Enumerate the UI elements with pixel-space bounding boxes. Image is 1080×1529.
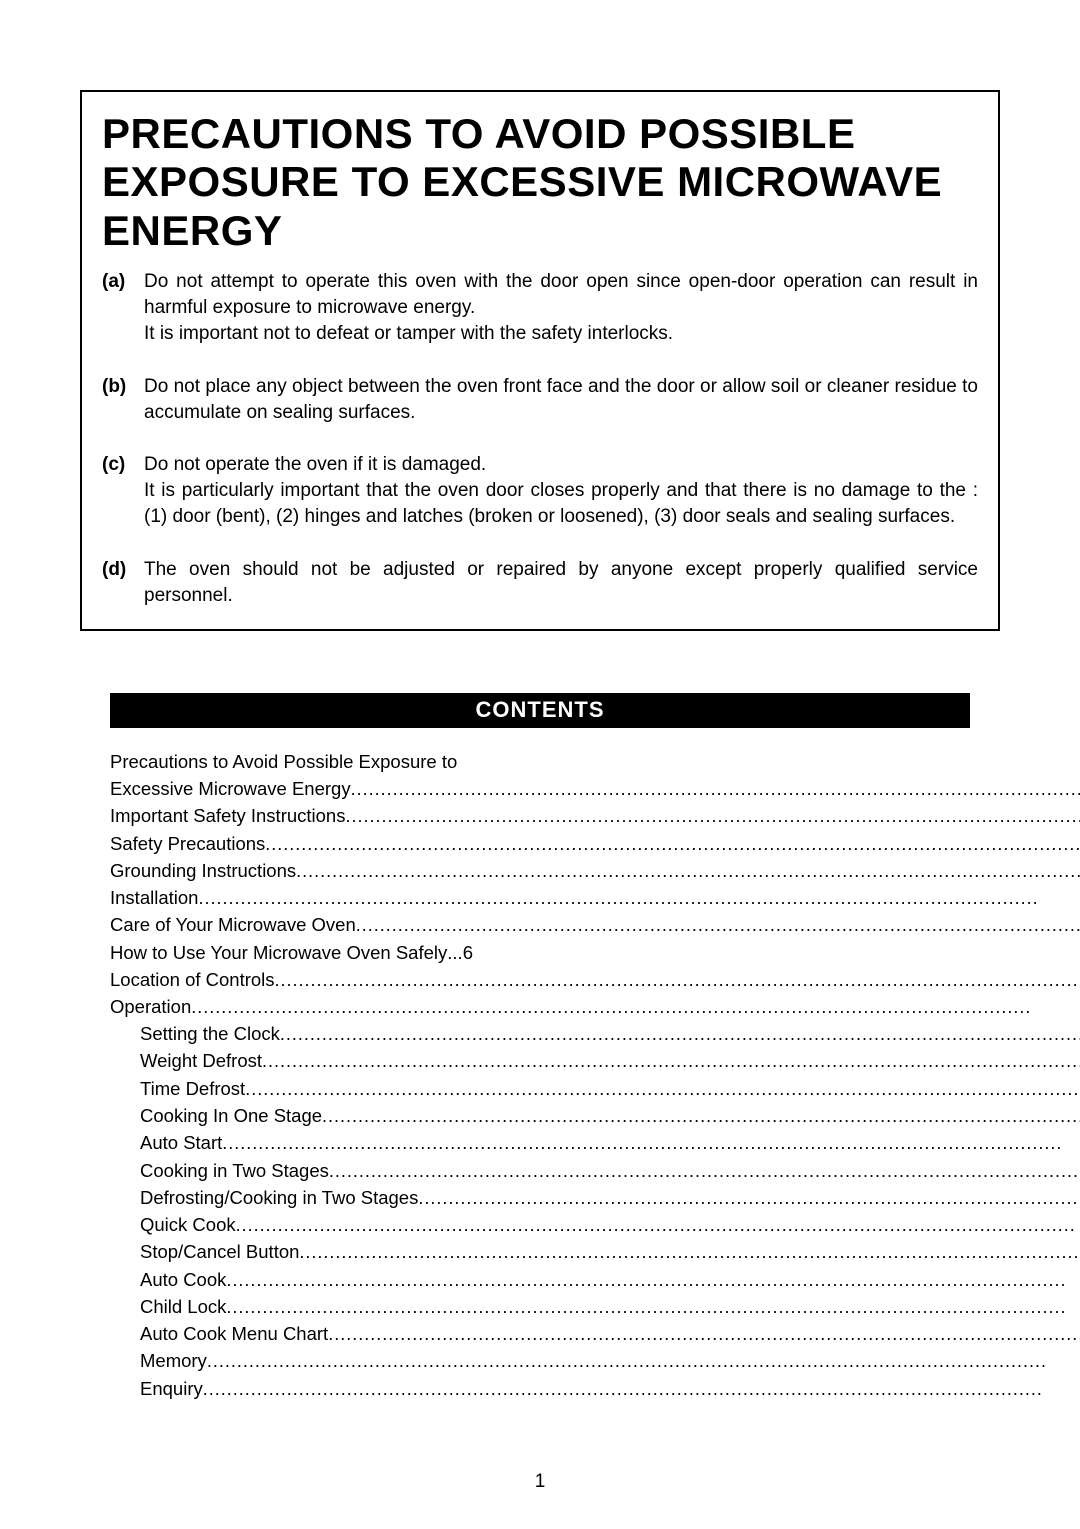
- toc-row: Operation 8: [110, 993, 1080, 1020]
- toc-dots: [245, 1075, 1080, 1102]
- toc-left-column: Precautions to Avoid Possible Exposure t…: [110, 748, 1080, 1402]
- toc-row: Care of Your Microwave Oven 6: [110, 911, 1080, 938]
- toc-row: How to Use Your Microwave Oven Safely ..…: [110, 939, 1080, 966]
- toc-dots: [226, 1293, 1080, 1320]
- toc-row: Grounding Instructions 5: [110, 857, 1080, 884]
- toc-row: Important Safety Instructions 2: [110, 802, 1080, 829]
- toc-dots: [262, 1047, 1080, 1074]
- precaution-text: Do not operate the oven if it is damaged…: [144, 452, 978, 531]
- toc-title: Child Lock: [140, 1293, 226, 1320]
- toc-dots: [418, 1184, 1080, 1211]
- toc-row: Location of Controls 7: [110, 966, 1080, 993]
- toc-title: Time Defrost: [140, 1075, 245, 1102]
- precaution-text: Do not place any object between the oven…: [144, 374, 978, 426]
- toc-title: Weight Defrost: [140, 1047, 262, 1074]
- toc-row: Precautions to Avoid Possible Exposure t…: [110, 748, 1080, 775]
- toc-title: Auto Cook Menu Chart: [140, 1320, 328, 1347]
- toc-row: Cooking In One Stage 10: [110, 1102, 1080, 1129]
- page: PRECAUTIONS TO AVOID POSSIBLE EXPOSURE T…: [0, 0, 1080, 1529]
- precaution-item: (c)Do not operate the oven if it is dama…: [102, 452, 978, 531]
- precaution-label: (b): [102, 374, 144, 426]
- toc-row: Stop/Cancel Button 12: [110, 1238, 1080, 1265]
- toc-row: Installation 5: [110, 884, 1080, 911]
- precaution-item: (d)The oven should not be adjusted or re…: [102, 557, 978, 609]
- precaution-item: (a)Do not attempt to operate this oven w…: [102, 269, 978, 348]
- toc-title: Enquiry: [140, 1375, 203, 1402]
- toc-dots: [356, 911, 1080, 938]
- toc-row: Setting the Clock 8: [110, 1020, 1080, 1047]
- precautions-list: (a)Do not attempt to operate this oven w…: [102, 269, 978, 609]
- toc-title: Location of Controls: [110, 966, 275, 993]
- toc-dots: [328, 1320, 1080, 1347]
- toc-dots: [329, 1157, 1080, 1184]
- precautions-box: PRECAUTIONS TO AVOID POSSIBLE EXPOSURE T…: [80, 90, 1000, 631]
- toc-title: Operation: [110, 993, 191, 1020]
- toc-dots: [222, 1129, 1080, 1156]
- toc-title: Setting the Clock: [140, 1020, 280, 1047]
- toc-dots: [198, 884, 1080, 911]
- precaution-label: (c): [102, 452, 144, 531]
- toc-row: Memory 15: [110, 1347, 1080, 1374]
- toc-row: Auto Start 10: [110, 1129, 1080, 1156]
- toc-dots: [236, 1211, 1080, 1238]
- toc-title: Defrosting/Cooking in Two Stages: [140, 1184, 418, 1211]
- toc-title: Excessive Microwave Energy: [110, 775, 351, 802]
- toc-dots: [280, 1020, 1080, 1047]
- contents-header: CONTENTS: [110, 693, 970, 728]
- toc-title: Auto Cook: [140, 1266, 226, 1293]
- toc-dots: [275, 966, 1080, 993]
- toc: Precautions to Avoid Possible Exposure t…: [80, 748, 1000, 1402]
- toc-row: Time Defrost 9: [110, 1075, 1080, 1102]
- toc-dots: [191, 993, 1080, 1020]
- toc-row: Enquiry 16: [110, 1375, 1080, 1402]
- toc-dots: [226, 1266, 1080, 1293]
- precaution-item: (b)Do not place any object between the o…: [102, 374, 978, 426]
- toc-title: Care of Your Microwave Oven: [110, 911, 356, 938]
- toc-page: 6: [463, 939, 473, 966]
- precaution-text: Do not attempt to operate this oven with…: [144, 269, 978, 348]
- toc-title: Installation: [110, 884, 198, 911]
- precaution-label: (a): [102, 269, 144, 348]
- precaution-label: (d): [102, 557, 144, 609]
- toc-title: Quick Cook: [140, 1211, 236, 1238]
- toc-dots: [296, 857, 1080, 884]
- toc-row: Auto Cook Menu Chart 14: [110, 1320, 1080, 1347]
- toc-title: Cooking In One Stage: [140, 1102, 322, 1129]
- toc-title: Cooking in Two Stages: [140, 1157, 329, 1184]
- toc-row: Quick Cook 12: [110, 1211, 1080, 1238]
- toc-title: How to Use Your Microwave Oven Safely: [110, 939, 447, 966]
- toc-title: Memory: [140, 1347, 207, 1374]
- toc-row: Cooking in Two Stages 11: [110, 1157, 1080, 1184]
- toc-row: Child Lock 13: [110, 1293, 1080, 1320]
- toc-row: Excessive Microwave Energy 1: [110, 775, 1080, 802]
- toc-row: Weight Defrost 9: [110, 1047, 1080, 1074]
- toc-title: Precautions to Avoid Possible Exposure t…: [110, 748, 457, 775]
- page-number: 1: [0, 1471, 1080, 1493]
- toc-dots: [207, 1347, 1080, 1374]
- precaution-text: The oven should not be adjusted or repai…: [144, 557, 978, 609]
- toc-title: Safety Precautions: [110, 830, 265, 857]
- toc-dots: [299, 1238, 1080, 1265]
- toc-title: Grounding Instructions: [110, 857, 296, 884]
- toc-row: Auto Cook 13: [110, 1266, 1080, 1293]
- toc-row: Defrosting/Cooking in Two Stages 12: [110, 1184, 1080, 1211]
- precautions-title: PRECAUTIONS TO AVOID POSSIBLE EXPOSURE T…: [102, 110, 978, 255]
- toc-dots: [351, 775, 1080, 802]
- toc-title: Important Safety Instructions: [110, 802, 345, 829]
- toc-dots: [203, 1375, 1080, 1402]
- toc-dots: [345, 802, 1080, 829]
- toc-dots: [322, 1102, 1080, 1129]
- toc-title: Stop/Cancel Button: [140, 1238, 299, 1265]
- toc-title: Auto Start: [140, 1129, 222, 1156]
- toc-row: Safety Precautions 4: [110, 830, 1080, 857]
- toc-dots: [265, 830, 1080, 857]
